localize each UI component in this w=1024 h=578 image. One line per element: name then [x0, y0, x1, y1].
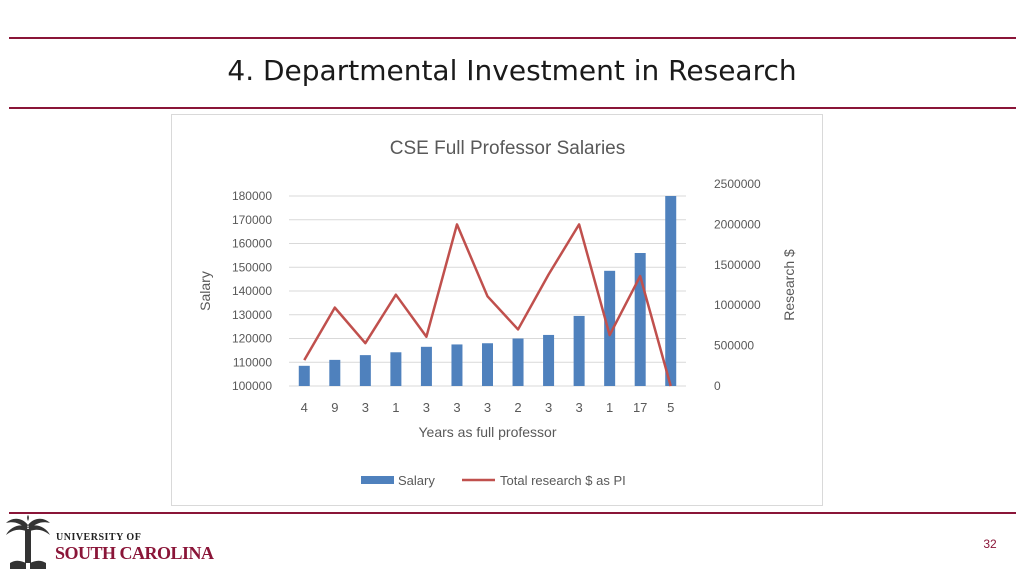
x-tick-label: 9 — [331, 400, 338, 415]
y-tick-label: 140000 — [232, 284, 272, 298]
logo-university-of: UNIVERSITY OF — [56, 532, 142, 543]
x-tick-label: 3 — [453, 400, 460, 415]
y-tick-label: 110000 — [233, 355, 272, 369]
x-tick-label: 17 — [633, 400, 647, 415]
salary-bar — [420, 346, 432, 386]
y2-tick-label: 1500000 — [714, 258, 761, 272]
y-axis-title: Salary — [197, 271, 213, 311]
footer-rule — [9, 512, 1016, 514]
y-tick-label: 160000 — [232, 237, 272, 251]
salary-bar — [298, 365, 310, 386]
x-tick-label: 3 — [362, 400, 369, 415]
y-tick-label: 150000 — [232, 260, 272, 274]
x-tick-label: 5 — [667, 400, 674, 415]
salary-bar — [390, 352, 402, 386]
chart-container: CSE Full Professor Salaries 100000 110000 1… — [171, 114, 823, 506]
salary-bar — [573, 315, 585, 386]
x-axis-title: Years as full professor — [419, 424, 557, 440]
x-tick-label: 2 — [514, 400, 521, 415]
legend-label-salary: Salary — [398, 473, 435, 488]
x-tick-label: 3 — [484, 400, 491, 415]
palmetto-tree-icon — [6, 515, 50, 569]
salary-bar — [543, 334, 555, 386]
title-underline-rule — [9, 107, 1016, 109]
salary-bar — [634, 253, 646, 386]
salary-research-chart: CSE Full Professor Salaries 100000 110000 1… — [197, 138, 797, 488]
slide-title: 4. Departmental Investment in Research — [227, 54, 797, 87]
y-tick-label: 130000 — [232, 308, 272, 322]
salary-bar — [665, 196, 677, 386]
y-tick-label: 180000 — [232, 189, 272, 203]
page-number: 32 — [983, 537, 997, 551]
logo-south-carolina: SOUTH CAROLINA — [55, 543, 214, 563]
chart-title: CSE Full Professor Salaries — [390, 138, 625, 159]
salary-bar — [512, 338, 524, 386]
y-tick-label: 100000 — [232, 379, 272, 393]
y2-axis-title: Research $ — [781, 249, 797, 321]
salary-bar — [482, 343, 493, 386]
legend-swatch-salary — [361, 476, 394, 484]
research-line — [303, 223, 672, 387]
y2-tick-label: 2500000 — [714, 177, 761, 191]
salary-bar — [451, 344, 463, 386]
x-tick-label: 3 — [575, 400, 582, 415]
top-rule — [9, 37, 1016, 39]
x-tick-label: 3 — [545, 400, 552, 415]
x-tick-label: 1 — [392, 400, 399, 415]
salary-bar — [604, 270, 616, 386]
x-tick-label: 1 — [606, 400, 613, 415]
y2-tick-label: 0 — [714, 379, 721, 393]
y-tick-label: 170000 — [232, 213, 272, 227]
y2-tick-label: 1000000 — [714, 298, 761, 312]
y2-tick-label: 500000 — [714, 339, 754, 353]
salary-bar — [329, 359, 341, 386]
university-logo: UNIVERSITY OF SOUTH CAROLINA — [4, 515, 224, 575]
legend-label-research: Total research $ as PI — [500, 473, 626, 488]
x-tick-label: 3 — [423, 400, 430, 415]
y-tick-label: 120000 — [232, 332, 272, 346]
y2-tick-label: 2000000 — [714, 217, 761, 231]
salary-bar — [359, 355, 371, 386]
x-tick-label: 4 — [301, 400, 308, 415]
